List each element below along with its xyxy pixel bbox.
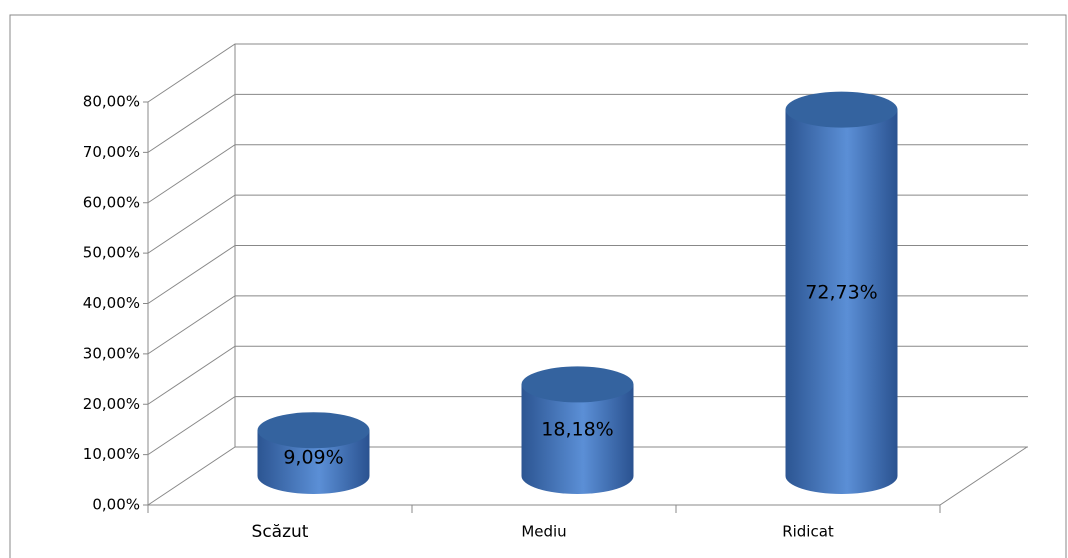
cylinder-top (257, 412, 370, 449)
x-tick-label: Ridicat (782, 523, 834, 541)
x-tick-label: Scăzut (252, 522, 309, 542)
cylinder-top (521, 366, 634, 403)
cylinder (785, 109, 898, 495)
y-tick-label: 80,00% (83, 93, 140, 111)
cylinder-top (785, 91, 898, 128)
y-tick-label: 60,00% (83, 193, 140, 211)
chart-border (9, 14, 1067, 558)
cylinder (257, 430, 370, 494)
grid-line (147, 43, 1028, 103)
y-tick-label: 0,00% (92, 496, 140, 514)
y-tick-label: 30,00% (83, 344, 140, 362)
y-tick-label: 40,00% (83, 294, 140, 312)
y-tick-label: 10,00% (83, 445, 140, 463)
cylinder (521, 384, 634, 494)
x-tick-label: Mediu (521, 523, 566, 541)
value-label: 9,09% (283, 447, 343, 469)
value-label: 72,73% (805, 281, 877, 303)
y-tick-label: 20,00% (83, 395, 140, 413)
y-tick-label: 70,00% (83, 143, 140, 161)
y-tick-label: 50,00% (83, 244, 140, 262)
value-label: 18,18% (541, 419, 613, 441)
